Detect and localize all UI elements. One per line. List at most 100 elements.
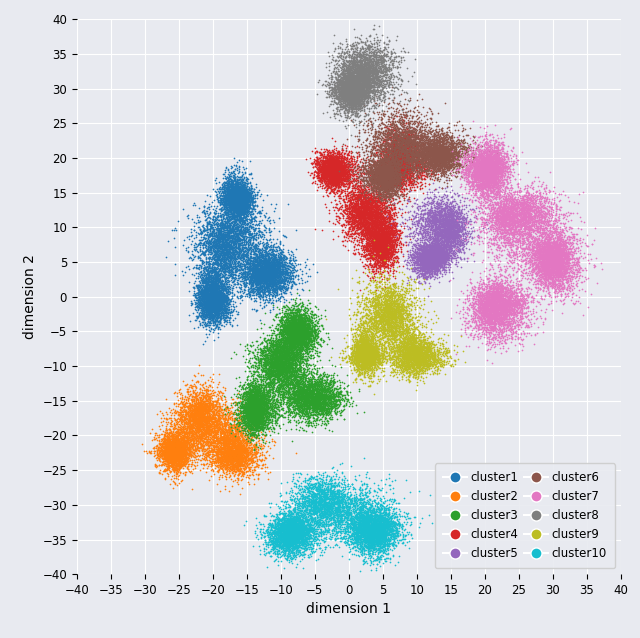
Point xyxy=(207,313,217,323)
Point xyxy=(351,491,361,501)
Point xyxy=(404,346,415,357)
Point xyxy=(270,277,280,287)
Point xyxy=(489,152,499,162)
Point xyxy=(262,274,272,284)
Point xyxy=(353,162,364,172)
Point xyxy=(253,400,264,410)
Point xyxy=(345,85,355,95)
Point xyxy=(353,543,363,553)
Point xyxy=(277,359,287,369)
Point xyxy=(550,253,560,263)
Point xyxy=(367,65,377,75)
Point xyxy=(359,201,369,211)
Point xyxy=(198,297,209,307)
Point xyxy=(359,357,369,367)
Point xyxy=(328,397,339,408)
Point xyxy=(259,435,269,445)
Point xyxy=(278,508,289,518)
Point xyxy=(349,43,360,53)
Point xyxy=(204,299,214,309)
Point xyxy=(444,145,454,155)
Point xyxy=(551,263,561,273)
Point xyxy=(419,135,429,145)
Point xyxy=(444,228,454,238)
Point xyxy=(541,268,551,278)
Point xyxy=(244,438,254,448)
Point xyxy=(477,297,487,307)
Point xyxy=(326,395,336,405)
Point xyxy=(529,263,539,274)
Point xyxy=(312,411,322,421)
Point xyxy=(380,231,390,241)
Point xyxy=(504,294,515,304)
Point xyxy=(255,544,266,554)
Point xyxy=(250,448,260,458)
Point xyxy=(462,256,472,266)
Point xyxy=(363,351,373,361)
Point xyxy=(343,380,353,390)
Point xyxy=(564,208,575,218)
Point xyxy=(396,140,406,151)
Point xyxy=(561,250,572,260)
Point xyxy=(279,531,289,542)
Point xyxy=(250,390,260,401)
Point xyxy=(503,314,513,324)
Point xyxy=(377,165,387,175)
Point xyxy=(350,99,360,109)
Point xyxy=(488,191,498,201)
Point xyxy=(378,147,388,157)
Point xyxy=(435,214,445,224)
Point xyxy=(234,197,244,207)
Point xyxy=(458,152,468,162)
Point xyxy=(355,84,365,94)
Point xyxy=(487,148,497,158)
Point xyxy=(239,193,249,204)
Point xyxy=(435,253,445,263)
Point xyxy=(237,402,248,412)
Point xyxy=(223,233,233,243)
Point xyxy=(352,211,362,221)
Point xyxy=(407,162,417,172)
Point xyxy=(253,401,264,412)
Point xyxy=(412,195,422,205)
Point xyxy=(347,523,357,533)
Point xyxy=(408,350,418,360)
Point xyxy=(383,221,393,232)
Point xyxy=(344,86,354,96)
Point xyxy=(300,315,310,325)
Point xyxy=(255,390,266,401)
Point xyxy=(413,341,423,352)
Point xyxy=(337,501,348,512)
Point xyxy=(228,459,238,469)
Point xyxy=(271,359,281,369)
Point xyxy=(221,425,231,435)
Point xyxy=(163,451,173,461)
Point xyxy=(365,242,375,253)
Point xyxy=(478,301,488,311)
Point xyxy=(234,195,244,205)
Point xyxy=(299,529,309,539)
Point xyxy=(348,91,358,101)
Point xyxy=(557,247,567,257)
Point xyxy=(270,371,280,382)
Point xyxy=(248,214,259,224)
Point xyxy=(284,367,294,378)
Point xyxy=(415,251,426,262)
Point xyxy=(477,161,488,172)
Point xyxy=(336,164,346,174)
Point xyxy=(389,199,399,209)
Point xyxy=(520,218,531,228)
Point xyxy=(169,453,179,463)
Point xyxy=(253,414,264,424)
Point xyxy=(326,170,337,181)
Point xyxy=(285,529,295,539)
Point xyxy=(337,91,347,101)
Point xyxy=(368,523,378,533)
Point xyxy=(382,154,392,164)
Point xyxy=(370,198,380,208)
Point xyxy=(221,461,232,471)
Point xyxy=(367,325,378,335)
Point xyxy=(311,519,321,530)
Point xyxy=(196,410,206,420)
Point xyxy=(366,194,376,204)
